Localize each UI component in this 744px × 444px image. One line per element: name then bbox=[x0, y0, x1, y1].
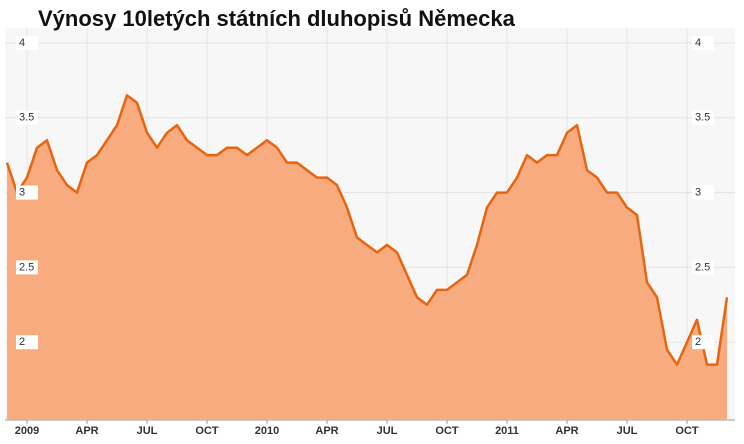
x-tick-label: APR bbox=[315, 425, 338, 437]
x-tick-label: 2011 bbox=[495, 425, 519, 437]
y-tick-box bbox=[692, 335, 714, 350]
y-tick-label: 2.5 bbox=[695, 261, 710, 273]
y-tick-box bbox=[692, 35, 714, 50]
x-tick-label: JUL bbox=[377, 425, 398, 437]
area bbox=[7, 95, 727, 420]
x-tick-label: OCT bbox=[195, 425, 219, 437]
y-tick-label: 3 bbox=[19, 186, 25, 198]
y-tick-box bbox=[16, 35, 38, 50]
y-tick-box bbox=[16, 185, 38, 200]
y-tick-box bbox=[692, 185, 714, 200]
x-tick-label: OCT bbox=[435, 425, 459, 437]
x-tick-label: OCT bbox=[675, 425, 699, 437]
x-tick-label: APR bbox=[555, 425, 578, 437]
y-tick-label: 4 bbox=[19, 37, 25, 49]
line bbox=[5, 94, 729, 366]
y-tick-label: 2.5 bbox=[19, 261, 34, 273]
y-tick-label: 2 bbox=[695, 336, 701, 348]
y-tick-box bbox=[692, 260, 714, 275]
y-tick-label: 3.5 bbox=[695, 112, 710, 124]
x-tick-label: APR bbox=[75, 425, 98, 437]
y-tick-box bbox=[16, 260, 38, 275]
chart-title: Výnosy 10letých státních dluhopisů Němec… bbox=[38, 6, 516, 31]
x-tick-label: 2009 bbox=[15, 425, 39, 437]
x-tick-label: 2010 bbox=[255, 425, 279, 437]
x-tick-label: JUL bbox=[137, 425, 158, 437]
y-tick-label: 2 bbox=[19, 336, 25, 348]
x-tick-label: JUL bbox=[617, 425, 638, 437]
y-tick-label: 3.5 bbox=[19, 112, 34, 124]
y-tick-label: 3 bbox=[695, 186, 701, 198]
y-tick-box bbox=[692, 110, 714, 125]
y-tick-box bbox=[16, 110, 38, 125]
y-tick-label: 4 bbox=[695, 37, 701, 49]
y-tick-box bbox=[16, 335, 38, 350]
